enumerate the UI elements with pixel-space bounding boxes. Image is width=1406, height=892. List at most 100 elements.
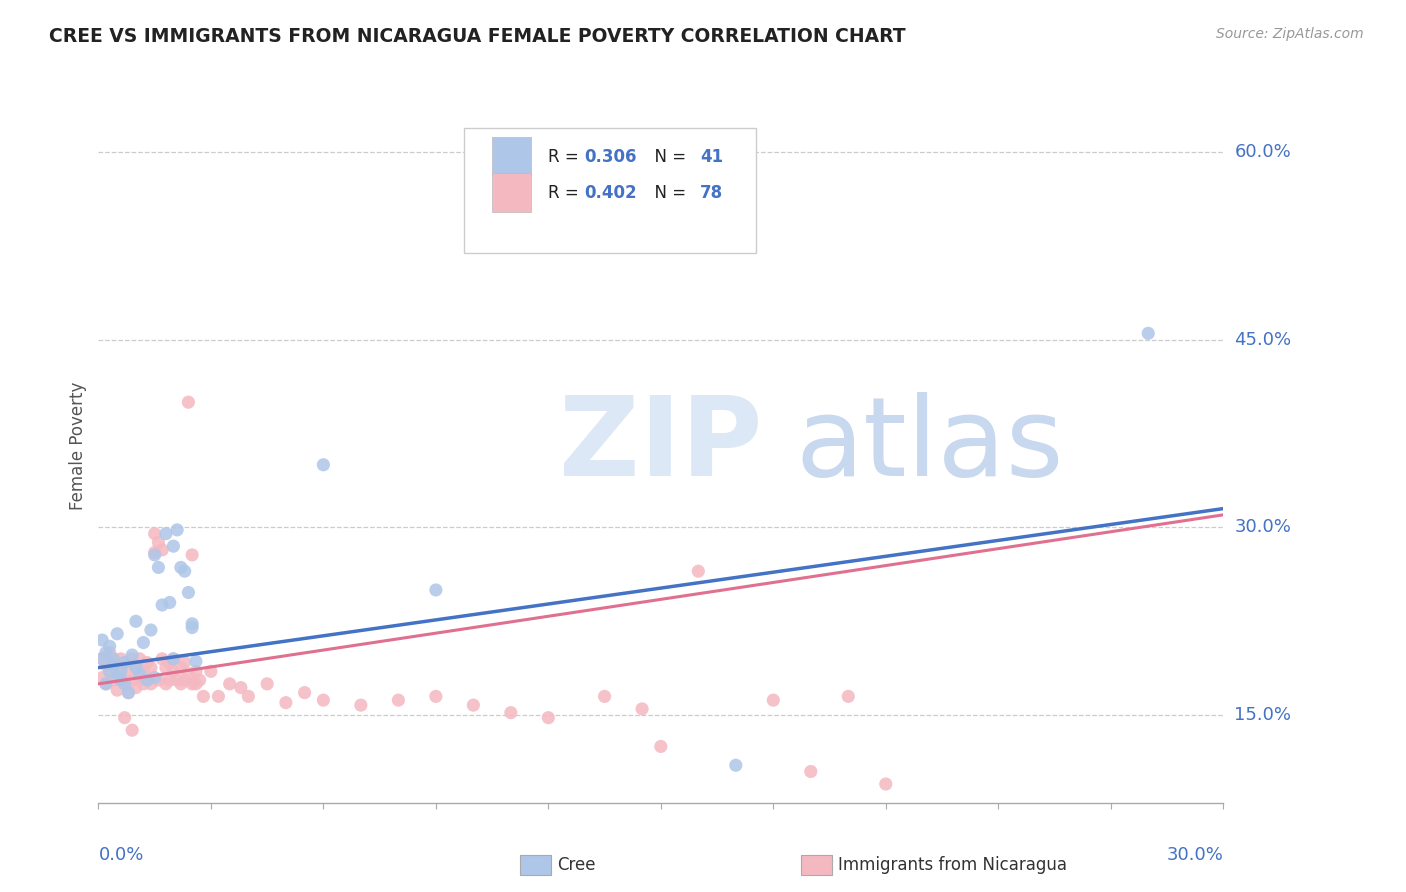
Point bbox=[139, 660, 162, 674]
Point bbox=[132, 635, 155, 649]
Point bbox=[114, 711, 136, 725]
Text: CREE VS IMMIGRANTS FROM NICARAGUA FEMALE POVERTY CORRELATION CHART: CREE VS IMMIGRANTS FROM NICARAGUA FEMALE… bbox=[49, 27, 905, 45]
Point bbox=[121, 648, 143, 662]
Point bbox=[128, 666, 150, 681]
Point bbox=[121, 652, 143, 666]
Point bbox=[184, 654, 207, 668]
Point bbox=[117, 685, 139, 699]
Text: N =: N = bbox=[644, 184, 692, 202]
Text: R =: R = bbox=[548, 148, 585, 166]
Point bbox=[98, 665, 121, 679]
Point bbox=[166, 673, 188, 687]
Point bbox=[177, 585, 200, 599]
Y-axis label: Female Poverty: Female Poverty bbox=[69, 382, 87, 510]
Point bbox=[148, 560, 170, 574]
Point bbox=[94, 677, 117, 691]
Point bbox=[1137, 326, 1160, 341]
Point bbox=[128, 652, 150, 666]
Point bbox=[762, 693, 785, 707]
Point bbox=[105, 627, 128, 641]
Point bbox=[177, 666, 200, 681]
Text: 0.402: 0.402 bbox=[585, 184, 637, 202]
Point bbox=[218, 677, 240, 691]
Point bbox=[143, 671, 166, 685]
Point bbox=[105, 671, 128, 685]
Point bbox=[114, 656, 136, 670]
Point bbox=[132, 665, 155, 679]
Text: atlas: atlas bbox=[796, 392, 1064, 500]
Point bbox=[103, 652, 125, 666]
Point bbox=[94, 646, 117, 660]
Point bbox=[184, 677, 207, 691]
Point bbox=[312, 458, 335, 472]
Point bbox=[159, 656, 181, 670]
Point bbox=[800, 764, 823, 779]
Point bbox=[143, 548, 166, 562]
Point bbox=[166, 523, 188, 537]
Point bbox=[499, 706, 522, 720]
Point bbox=[114, 677, 136, 691]
Point bbox=[136, 673, 159, 687]
Point bbox=[387, 693, 409, 707]
Text: 0.0%: 0.0% bbox=[98, 846, 143, 863]
Point bbox=[238, 690, 260, 704]
Text: 41: 41 bbox=[700, 148, 723, 166]
Point bbox=[162, 652, 184, 666]
Point bbox=[103, 673, 125, 687]
Point bbox=[91, 633, 114, 648]
Point bbox=[173, 673, 195, 687]
Point bbox=[294, 685, 316, 699]
Point bbox=[136, 656, 159, 670]
Point bbox=[121, 673, 143, 687]
Point bbox=[188, 673, 211, 687]
Point bbox=[105, 660, 128, 674]
Point bbox=[114, 656, 136, 670]
Point bbox=[170, 660, 193, 674]
Text: 0.306: 0.306 bbox=[585, 148, 637, 166]
Point bbox=[117, 665, 139, 679]
Point bbox=[143, 545, 166, 559]
Point bbox=[650, 739, 672, 754]
Text: R =: R = bbox=[548, 184, 585, 202]
Point bbox=[184, 665, 207, 679]
Point bbox=[162, 539, 184, 553]
Point bbox=[91, 652, 114, 666]
Text: 30.0%: 30.0% bbox=[1167, 846, 1223, 863]
Point bbox=[125, 660, 148, 674]
Point bbox=[256, 677, 278, 691]
Point bbox=[103, 658, 125, 673]
Point bbox=[114, 677, 136, 691]
Point bbox=[132, 677, 155, 691]
Point bbox=[125, 614, 148, 628]
Point bbox=[425, 690, 447, 704]
Point bbox=[170, 560, 193, 574]
Text: ZIP: ZIP bbox=[560, 392, 762, 500]
Point bbox=[121, 723, 143, 738]
Point bbox=[200, 665, 222, 679]
Point bbox=[229, 681, 252, 695]
Point bbox=[155, 677, 177, 691]
Text: 78: 78 bbox=[700, 184, 723, 202]
Point bbox=[312, 693, 335, 707]
Point bbox=[125, 660, 148, 674]
Point bbox=[162, 652, 184, 666]
Point bbox=[98, 646, 121, 660]
Point bbox=[875, 777, 897, 791]
Point bbox=[110, 665, 132, 679]
Point bbox=[159, 673, 181, 687]
Point bbox=[148, 535, 170, 549]
Point bbox=[463, 698, 485, 713]
Bar bbox=[492, 173, 531, 212]
Point bbox=[181, 616, 204, 631]
Point bbox=[170, 677, 193, 691]
Point bbox=[117, 685, 139, 699]
Point bbox=[724, 758, 747, 772]
Point bbox=[425, 582, 447, 597]
Point bbox=[181, 677, 204, 691]
Point bbox=[162, 665, 184, 679]
Point bbox=[91, 652, 114, 666]
FancyBboxPatch shape bbox=[464, 128, 756, 253]
Point bbox=[173, 564, 195, 578]
Text: Source: ZipAtlas.com: Source: ZipAtlas.com bbox=[1216, 27, 1364, 41]
Point bbox=[128, 671, 150, 685]
